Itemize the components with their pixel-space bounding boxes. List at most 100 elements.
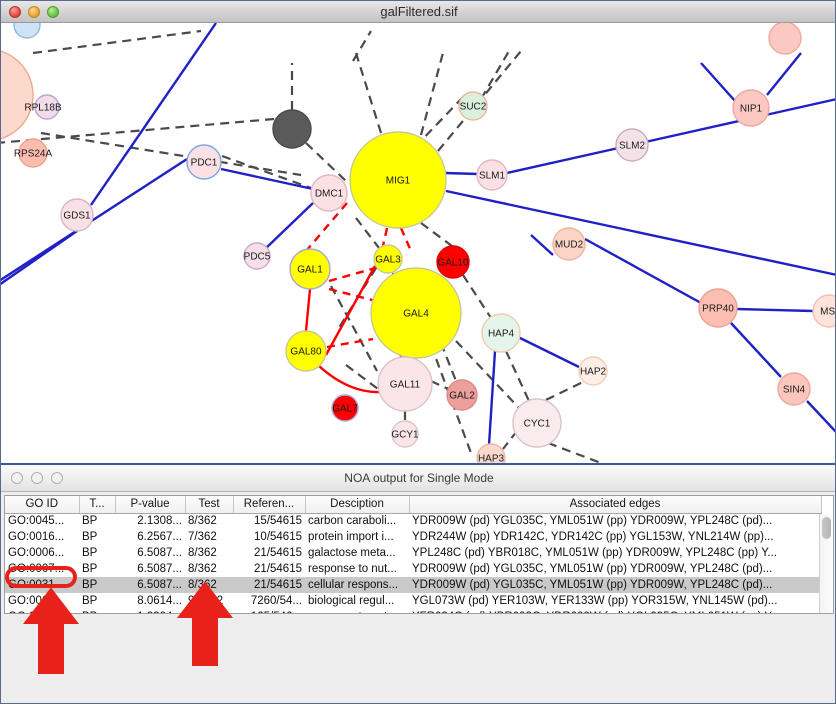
network-node-gal1[interactable]: GAL1	[289, 248, 331, 290]
table-vertical-scrollbar[interactable]	[819, 514, 832, 613]
column-header-description[interactable]: Desciption	[305, 496, 410, 514]
network-node-dmc1[interactable]: DMC1	[310, 174, 348, 212]
network-node-rps24a[interactable]: RPS24A	[14, 138, 53, 168]
cell-test: 94/362	[188, 595, 224, 607]
column-header-type[interactable]: T...	[79, 496, 116, 514]
scrollbar-thumb[interactable]	[822, 517, 831, 539]
cell-associated-edges: YDR244W (pp) YDR142C, YDR142C (pp) YGL15…	[412, 531, 774, 543]
table-row[interactable]: GO:0045... BP 2.1308... 8/362 15/54615 carbon…	[5, 513, 821, 529]
cell-description: response to nut...	[308, 563, 397, 575]
cell-go-id: GO:0006...	[8, 547, 65, 559]
network-node-gcy1[interactable]: GCY1	[391, 420, 419, 448]
table-row[interactable]: GO:0016... BP 6.2567... 7/362 10/54615 protei…	[5, 529, 821, 545]
network-node-mud2[interactable]: MUD2	[552, 227, 586, 261]
node-label: GCY1	[391, 430, 419, 441]
cell-type: BP	[82, 515, 98, 528]
network-node-gal11[interactable]: GAL11	[377, 356, 433, 412]
cell-p-value: 6.5087...	[115, 577, 185, 593]
network-canvas[interactable]: RPL18B RPS24A GDS1 PDC1 PDC5 DMC1 SUC2 MIG1 SLM1…	[1, 23, 836, 463]
network-node-slm1[interactable]: SLM1	[476, 159, 508, 191]
noa-results-table[interactable]: GO ID T... P-value Test Referen... Desci…	[4, 495, 834, 614]
node-label: GAL3	[375, 255, 401, 266]
noa-minimize-button[interactable]	[31, 472, 43, 484]
network-node-pdc5[interactable]: PDC5	[243, 242, 271, 270]
network-node-darkgrey[interactable]	[272, 109, 312, 149]
cell-reference: 15/54615	[254, 515, 302, 528]
network-node-pdc1[interactable]: PDC1	[186, 144, 222, 180]
network-node-suc2[interactable]: SUC2	[458, 91, 488, 121]
cell-associated-edges: YFR034C (pd) YBR093C, YDR009W (pd) YGL03…	[409, 609, 821, 613]
network-node-mig1[interactable]: MIG1	[349, 131, 447, 229]
node-label: GAL11	[390, 380, 421, 391]
column-header-p-value[interactable]: P-value	[115, 496, 186, 514]
network-node-rpl18b[interactable]: RPL18B	[24, 94, 62, 120]
cell-description: carbon caraboli...	[308, 515, 397, 528]
close-button[interactable]	[9, 6, 21, 18]
cell-reference: 10/54615	[254, 531, 302, 543]
column-header-reference[interactable]: Referen...	[233, 496, 306, 514]
cell-go-id: GO:0031...	[5, 577, 79, 593]
cell-test: 8/362	[188, 547, 217, 559]
network-node-gal7[interactable]: GAL7	[331, 394, 359, 422]
window-traffic-lights	[9, 6, 59, 18]
network-nodes[interactable]: RPL18B RPS24A GDS1 PDC1 PDC5 DMC1 SUC2 MIG1 SLM1…	[1, 23, 836, 463]
network-node-topright-cut[interactable]	[768, 23, 802, 55]
network-node-gal3[interactable]: GAL3	[373, 244, 403, 274]
network-node-slm2[interactable]: SLM2	[615, 128, 649, 162]
network-node-hap3[interactable]: HAP3	[476, 443, 506, 463]
network-node-gal4[interactable]: GAL4	[370, 267, 462, 359]
node-label: SLM1	[479, 171, 506, 182]
table-row[interactable]: GO:0007... BP 6.5087... 8/362 21/54615 respon…	[5, 561, 821, 577]
cell-description: cellular respons...	[305, 577, 409, 593]
cell-reference: 105/546...	[233, 609, 305, 613]
column-header-test[interactable]: Test	[185, 496, 234, 514]
network-node-cyc1[interactable]: CYC1	[512, 398, 562, 448]
cell-associated-edges: YDR009W (pd) YGL035C, YML051W (pp) YDR00…	[412, 515, 773, 528]
zoom-button[interactable]	[47, 6, 59, 18]
node-label: RPL18B	[24, 103, 62, 114]
noa-close-button[interactable]	[11, 472, 23, 484]
network-node-gal10[interactable]: GAL10	[436, 245, 470, 279]
network-node-hap4[interactable]: HAP4	[481, 313, 521, 353]
cell-associated-edges: YDR009W (pd) YGL035C, YML051W (pp) YDR00…	[412, 563, 773, 575]
cell-description: biological regul...	[308, 595, 395, 607]
cell-test: 7/362	[188, 531, 217, 543]
node-label: HAP3	[478, 454, 505, 463]
network-node-prp40[interactable]: PRP40	[698, 288, 738, 328]
table-row[interactable]: GO:0031...BP1.3324...11/362105/546...res…	[5, 609, 821, 613]
network-node-msi[interactable]: MSI	[812, 294, 836, 328]
cell-go-id: GO:0007...	[8, 563, 65, 575]
network-node-nip1[interactable]: NIP1	[732, 89, 770, 127]
network-node-rps24a-big[interactable]	[1, 49, 34, 141]
network-node-sin4[interactable]: SIN4	[777, 372, 811, 406]
window-titlebar: galFiltered.sif	[1, 1, 835, 23]
cell-p-value: 2.1308...	[137, 515, 182, 528]
node-label: SUC2	[460, 102, 487, 113]
column-header-associated-edges[interactable]: Associated edges	[409, 496, 822, 514]
node-label: DMC1	[315, 189, 344, 200]
network-node-cut-top-left[interactable]	[13, 23, 41, 39]
column-header-go-id[interactable]: GO ID	[5, 496, 80, 514]
cell-go-id: GO:0031...	[5, 609, 79, 613]
cell-reference: 21/54615	[254, 547, 302, 559]
cell-description: protein import i...	[308, 531, 394, 543]
cell-description: galactose meta...	[308, 547, 396, 559]
noa-traffic-lights	[11, 472, 63, 484]
network-node-hap2[interactable]: HAP2	[578, 356, 608, 386]
noa-titlebar: NOA output for Single Mode	[1, 465, 835, 492]
table-row[interactable]: GO:0065... BP 8.0614... 94/362 7260/54... bio…	[5, 593, 821, 609]
cell-test: 8/362	[185, 577, 233, 593]
node-label: HAP2	[580, 367, 607, 378]
table-row[interactable]: GO:0031... BP 6.5087... 8/362 21/54615 cellul…	[5, 577, 821, 593]
network-node-gal80[interactable]: GAL80	[285, 330, 327, 372]
network-edges	[1, 23, 835, 463]
node-label: MUD2	[555, 240, 584, 251]
cell-type: BP	[79, 609, 115, 613]
node-label: PDC1	[191, 158, 218, 169]
cell-reference: 7260/54...	[250, 595, 302, 607]
network-node-gds1[interactable]: GDS1	[60, 198, 94, 232]
table-row[interactable]: GO:0006... BP 6.5087... 8/362 21/54615 galact…	[5, 545, 821, 561]
network-node-gal2[interactable]: GAL2	[446, 379, 478, 411]
minimize-button[interactable]	[28, 6, 40, 18]
noa-zoom-button[interactable]	[51, 472, 63, 484]
